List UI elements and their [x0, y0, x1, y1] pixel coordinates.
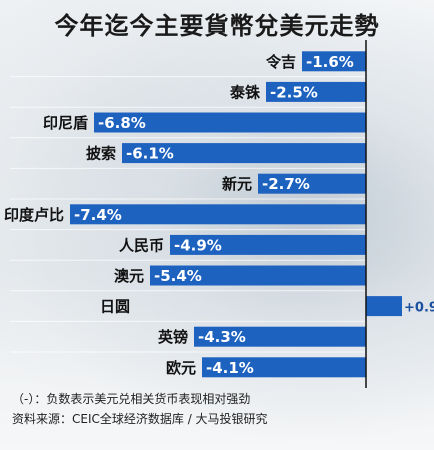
category-label-2: 印尼盾	[43, 114, 88, 132]
category-label-0: 令吉	[266, 53, 296, 71]
value-label-1: -2.5%	[270, 83, 318, 101]
value-label-0: -1.6%	[306, 53, 354, 71]
category-label-10: 欧元	[166, 359, 196, 377]
category-label-3: 披索	[86, 145, 116, 163]
chart-title: 今年迄今主要貨幣兌美元走勢	[54, 12, 380, 40]
category-label-8: 日圆	[100, 298, 130, 316]
bar-2	[94, 112, 366, 133]
category-label-9: 英镑	[158, 328, 188, 346]
footnote-source: 资料来源：CEIC全球经济数据库 / 大马投银研究	[12, 412, 268, 426]
footnote-negative-meaning: （-）：负数表示美元兑相关货币表现相对强劲	[12, 392, 251, 406]
bar-4	[258, 173, 366, 194]
bar-5	[70, 204, 366, 225]
value-label-5: -7.4%	[74, 206, 122, 224]
bar-9	[194, 326, 366, 347]
value-label-2: -6.8%	[98, 114, 146, 132]
bars-layer	[10, 51, 402, 378]
value-label-3: -6.1%	[126, 145, 174, 163]
category-label-7: 澳元	[114, 267, 144, 285]
bar-8	[366, 296, 402, 317]
labels-layer: -1.6% 令吉 -2.5% 泰铢 -6.8% 印尼盾 -6.1% 披索 -2.7% 新元 -7.4…	[4, 53, 434, 377]
bar-6	[170, 234, 366, 255]
footnotes: （-）：负数表示美元兑相关货币表现相对强劲 资料来源：CEIC全球经济数据库 /…	[12, 389, 432, 429]
category-label-4: 新元	[222, 175, 252, 193]
value-label-9: -4.3%	[198, 328, 246, 346]
bar-1	[266, 81, 366, 102]
category-label-5: 印度卢比	[4, 206, 64, 224]
value-label-10: -4.1%	[206, 359, 254, 377]
bar-0	[302, 51, 366, 72]
bar-10	[202, 357, 366, 378]
bar-7	[150, 265, 366, 286]
value-label-8: +0.9%	[404, 301, 434, 316]
value-label-6: -4.9%	[174, 236, 222, 254]
category-label-1: 泰铢	[229, 83, 261, 101]
bar-3	[122, 143, 366, 164]
category-label-6: 人民币	[119, 236, 164, 254]
value-label-7: -5.4%	[154, 267, 202, 285]
value-label-4: -2.7%	[262, 175, 310, 193]
